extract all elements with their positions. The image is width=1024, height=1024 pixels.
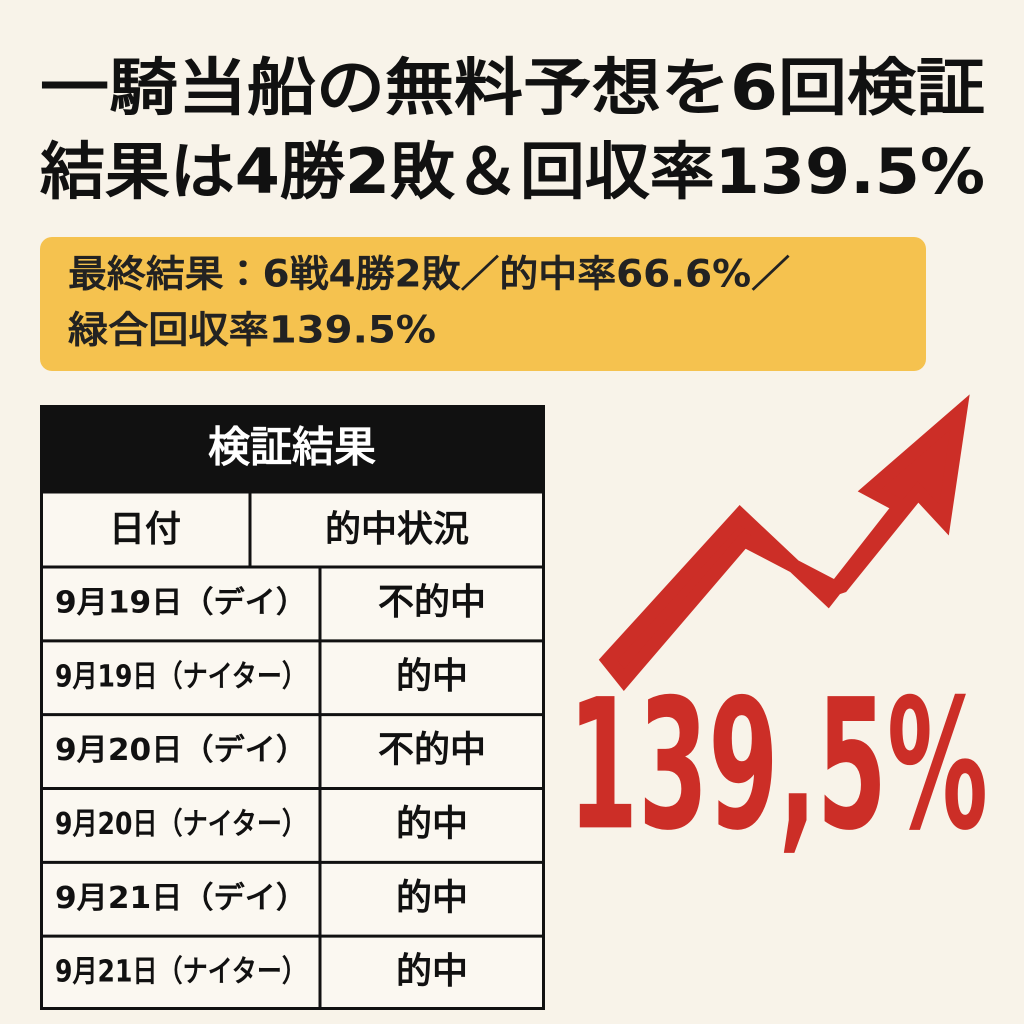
result-cell: 的中 <box>396 656 468 697</box>
date-cell: 9月21日（ナイター） <box>55 955 307 990</box>
table-title: 検証結果 <box>208 423 376 472</box>
results-table: 検証結果 日付 的中状況 9月19日（デイ） 不的中 9月19日（ナイター） 的中 9月… <box>40 405 545 1010</box>
table-body <box>40 490 545 1010</box>
result-cell: 不的中 <box>378 730 486 771</box>
summary-box <box>40 237 926 371</box>
date-cell: 9月20日（デイ） <box>55 733 307 768</box>
summary-line: 緑合回収率139.5% <box>68 309 436 352</box>
date-cell: 9月19日（ナイター） <box>55 659 307 694</box>
result-cell: 的中 <box>396 877 468 918</box>
date-cell: 9月20日（ナイター） <box>55 807 307 842</box>
result-cell: 的中 <box>396 803 468 844</box>
result-cell: 不的中 <box>378 582 486 623</box>
title-line: 結果は4勝2敗＆回収率139.5% <box>40 135 985 208</box>
column-header: 的中状況 <box>325 509 469 550</box>
title-line: 一騎当船の無料予想を6回検証 <box>40 51 985 124</box>
date-cell: 9月19日（デイ） <box>55 585 307 620</box>
big-rate: 139,5% <box>568 661 988 870</box>
date-cell: 9月21日（デイ） <box>55 881 307 916</box>
column-header: 日付 <box>109 509 181 550</box>
table-title-band <box>40 405 545 492</box>
result-cell: 的中 <box>396 951 468 992</box>
trend-arrow <box>598 394 970 691</box>
arrow <box>598 394 970 691</box>
summary-line: 最終結果：6戦4勝2敗／的中率66.6%／ <box>68 253 790 296</box>
